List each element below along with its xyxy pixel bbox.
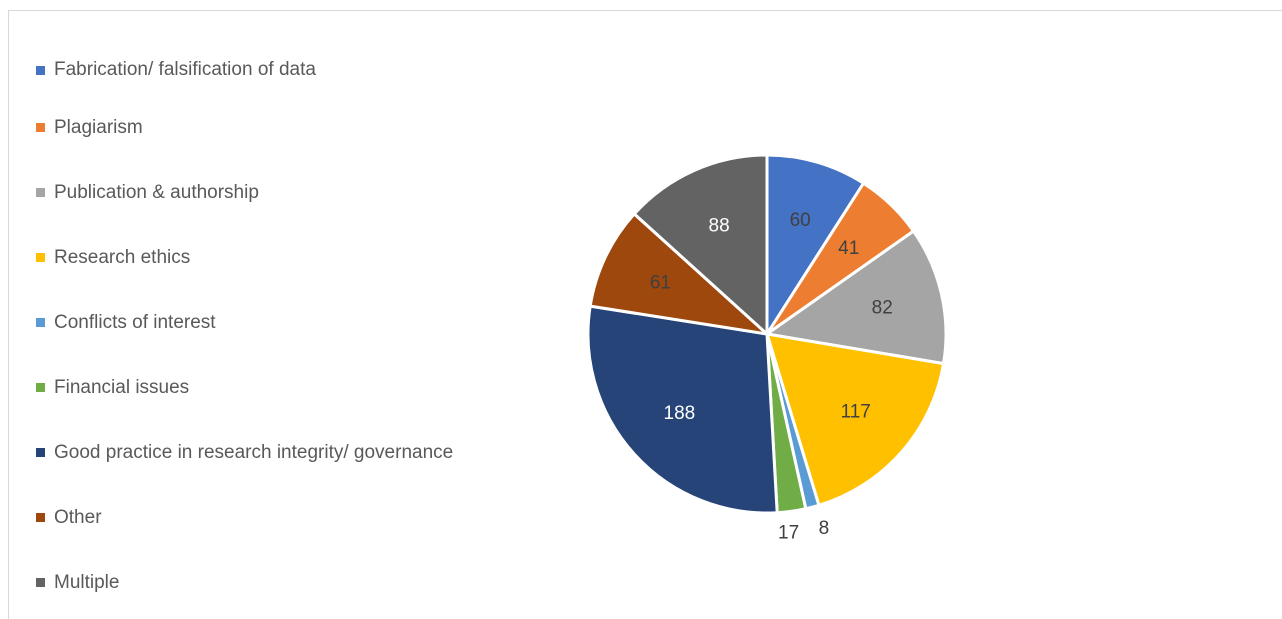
legend-swatch [36, 383, 45, 392]
data-label: 88 [709, 216, 730, 237]
chart-legend: Fabrication/ falsification of data Plagia… [36, 45, 453, 615]
legend-item: Publication & authorship [36, 160, 453, 225]
legend-item: Multiple [36, 550, 453, 615]
data-label: 188 [664, 403, 696, 424]
legend-swatch [36, 578, 45, 587]
data-label: 82 [872, 297, 893, 318]
legend-label: Research ethics [54, 246, 191, 268]
pie-data-labels: 60 41 82 117 8 17 188 61 88 [650, 210, 893, 543]
legend-label: Good practice in research integrity/ gov… [54, 441, 454, 463]
pie-slice [765, 332, 946, 507]
legend-item: Fabrication/ falsification of data [36, 45, 453, 95]
data-label: 41 [838, 238, 859, 259]
legend-swatch [36, 513, 45, 522]
data-label: 60 [790, 210, 811, 231]
legend-item: Research ethics [36, 225, 453, 290]
data-label: 17 [778, 523, 799, 544]
legend-item: Plagiarism [36, 95, 453, 160]
legend-label: Plagiarism [54, 116, 143, 138]
legend-item: Financial issues [36, 355, 453, 420]
legend-label: Publication & authorship [54, 181, 259, 203]
data-label: 117 [841, 402, 871, 423]
pie-slice [632, 153, 769, 336]
pie-slices [586, 153, 948, 515]
legend-swatch [36, 65, 45, 75]
data-label: 61 [650, 273, 671, 294]
legend-swatch [36, 448, 45, 457]
pie-slice [765, 153, 866, 336]
data-label: 8 [819, 518, 830, 539]
legend-label: Other [54, 506, 102, 528]
pie-slice [765, 229, 948, 366]
legend-label: Fabrication/ falsification of data [54, 59, 316, 80]
legend-item: Good practice in research integrity/ gov… [36, 420, 453, 485]
legend-item: Other [36, 485, 453, 550]
legend-swatch [36, 253, 45, 262]
legend-label: Conflicts of interest [54, 311, 216, 333]
legend-item: Conflicts of interest [36, 290, 453, 355]
legend-swatch [36, 318, 45, 327]
legend-swatch [36, 123, 45, 132]
pie-slice [588, 212, 769, 336]
legend-swatch [36, 188, 45, 197]
pie-slice [586, 304, 779, 515]
legend-label: Multiple [54, 571, 120, 593]
legend-label: Financial issues [54, 376, 190, 398]
